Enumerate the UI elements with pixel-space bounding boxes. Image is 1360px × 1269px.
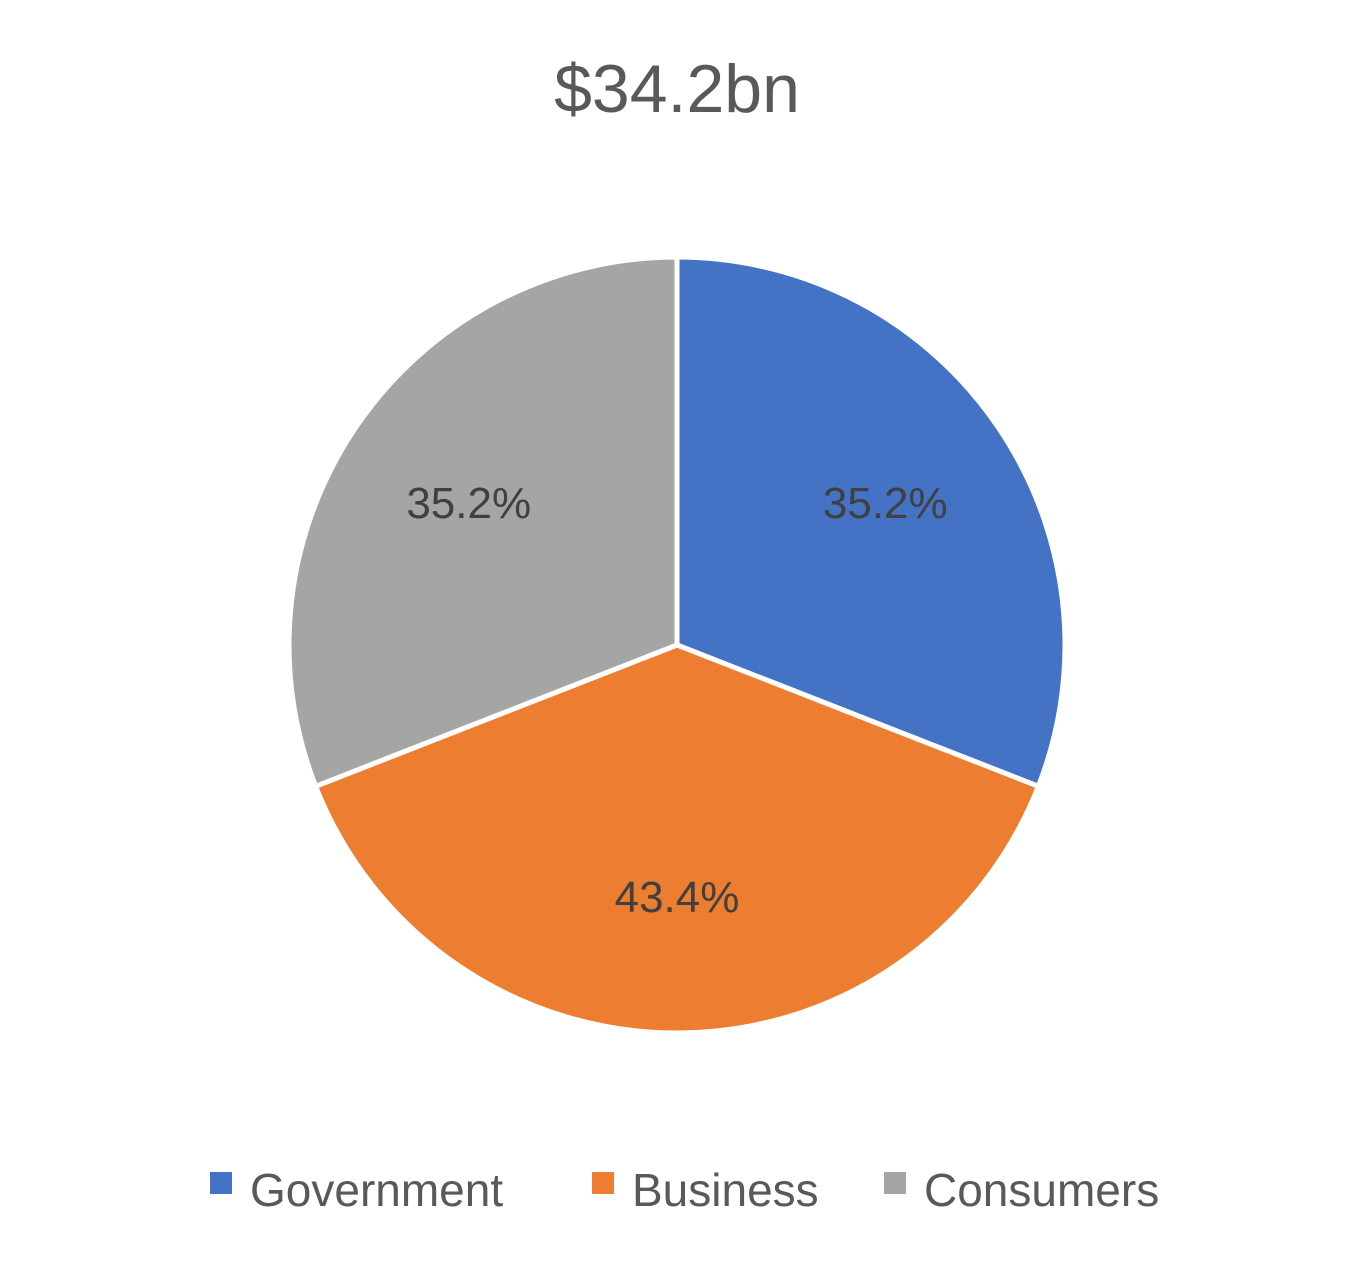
legend-swatch-business bbox=[592, 1172, 614, 1194]
data-label-consumers: 35.2% bbox=[406, 479, 531, 528]
legend-label-business: Business bbox=[632, 1164, 819, 1216]
data-label-business: 43.4% bbox=[615, 873, 740, 922]
pie-slice-government bbox=[674, 254, 1068, 789]
legend-swatch-consumers bbox=[884, 1172, 906, 1194]
pie-slice-business bbox=[313, 642, 1041, 1036]
legend-label-consumers: Consumers bbox=[924, 1164, 1159, 1216]
data-labels: 35.2% 43.4% 35.2% bbox=[406, 479, 947, 922]
legend-swatch-government bbox=[210, 1172, 232, 1194]
data-label-government: 35.2% bbox=[823, 479, 948, 528]
pie-slices bbox=[286, 254, 1068, 1036]
chart-title: $34.2bn bbox=[554, 51, 800, 127]
legend-label-government: Government bbox=[250, 1164, 503, 1216]
legend: Government Business Consumers bbox=[210, 1164, 1159, 1216]
pie-slice-consumers bbox=[286, 254, 680, 789]
